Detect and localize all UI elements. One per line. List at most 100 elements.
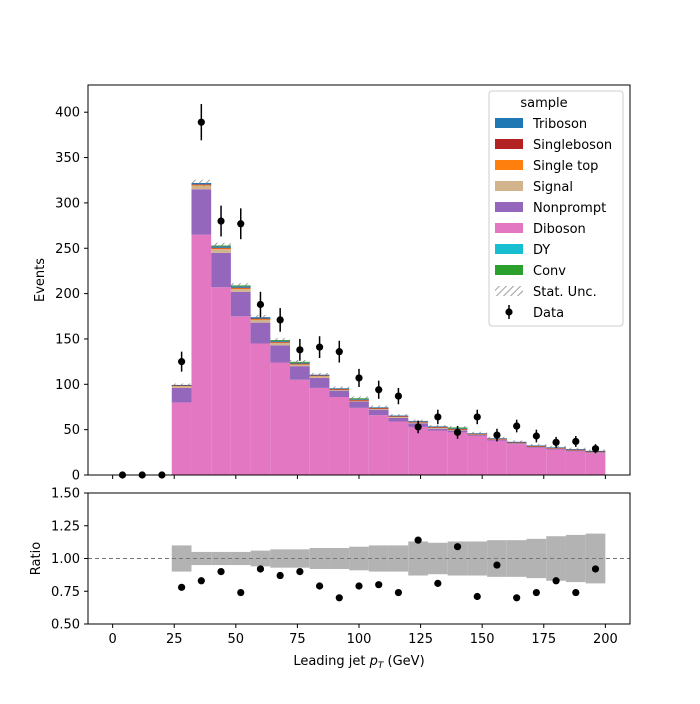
data-point: [276, 316, 284, 324]
data-point: [355, 374, 363, 382]
stack-bar-singleboson: [290, 363, 310, 365]
ratio-unc-band: [467, 541, 488, 576]
ratio-point: [473, 592, 481, 601]
data-point: [315, 343, 324, 351]
stack-bar-diboson: [565, 451, 586, 475]
stack-bar-signal: [290, 364, 310, 367]
stat-unc-hatch: [290, 359, 310, 364]
stack-bar-signal: [250, 319, 271, 323]
data-point: [591, 445, 600, 453]
stack-bar-signal: [368, 408, 389, 410]
data-point: [473, 413, 481, 421]
stack-bar-nonprompt: [388, 417, 409, 422]
stack-bar-signal: [427, 427, 448, 429]
stat-unc-hatch: [388, 414, 409, 417]
legend-swatch-nonprompt: [495, 202, 523, 212]
stat-unc-hatch: [427, 425, 448, 428]
data-point: [375, 386, 383, 394]
x-tick-label: 25: [166, 632, 183, 647]
data-point: [335, 348, 343, 356]
ratio-point: [375, 581, 383, 589]
data-point: [453, 428, 462, 436]
ratio-point: [237, 588, 245, 597]
stack-bar-nonprompt: [546, 448, 566, 450]
data-point: [197, 118, 205, 126]
legend-label-signal: Signal: [533, 180, 573, 195]
ratio-point: [552, 577, 560, 585]
ratio-unc-band: [230, 551, 251, 566]
data-point: [394, 392, 403, 400]
ratio-unc-band: [447, 541, 468, 576]
ratio-point: [591, 565, 600, 573]
stack-bar-nonprompt: [211, 252, 231, 288]
stack-bar-nonprompt: [427, 428, 448, 431]
legend: sample Triboson Singleboson Single top Signa…: [488, 90, 624, 327]
ratio-point: [178, 583, 186, 591]
legend-swatch-single-top: [495, 160, 523, 170]
stack-bar-diboson: [585, 453, 606, 475]
stack-bar-signal: [211, 249, 231, 253]
stat-unc-hatch: [230, 283, 251, 288]
ratio-point: [414, 536, 422, 544]
x-tick-label: 75: [289, 632, 306, 647]
data-point: [434, 413, 442, 421]
stat-unc-hatch: [211, 242, 231, 249]
ratio-point: [532, 588, 540, 597]
stat-unc-hatch: [368, 405, 389, 410]
stack-bar-signal: [270, 342, 291, 346]
data-point: [513, 422, 521, 430]
data-point: [217, 217, 225, 225]
stack-bar-signal: [171, 386, 192, 388]
stack-bar-diboson: [211, 287, 231, 475]
stat-unc-hatch: [467, 431, 488, 435]
stack-bar-singleboson: [270, 341, 291, 343]
ratio-point: [256, 565, 265, 573]
stack-bar-signal: [467, 434, 488, 436]
stack-bar-diboson: [388, 421, 409, 475]
stack-bar-singleboson: [230, 287, 251, 289]
legend-swatch-diboson: [495, 223, 523, 233]
stat-unc-hatch: [526, 444, 547, 447]
stack-bar-diboson: [270, 362, 291, 475]
stack-bar-nonprompt: [290, 366, 310, 380]
stack-bar-diboson: [526, 447, 547, 475]
data-point: [256, 300, 265, 309]
ratio-point: [276, 571, 284, 580]
stack-bar-nonprompt: [230, 291, 251, 317]
x-tick-label: 100: [347, 632, 372, 647]
legend-label-diboson: Diboson: [533, 222, 586, 237]
stat-unc-hatch: [349, 396, 369, 401]
stat-unc-hatch: [171, 383, 192, 387]
legend-swatch-data: [505, 308, 513, 316]
stack-bar-diboson: [506, 444, 527, 475]
stack-bar-nonprompt: [349, 401, 369, 408]
stat-unc-hatch: [309, 372, 330, 377]
ratio-point: [335, 594, 343, 602]
legend-label-nonprompt: Nonprompt: [533, 201, 606, 216]
stack-bar-nonprompt: [309, 377, 330, 388]
ratio-y-tick-label: 1.50: [51, 487, 80, 502]
ratio-y-axis-label: Ratio: [29, 542, 44, 575]
ratio-point: [394, 588, 403, 597]
x-tick-label: 50: [228, 632, 245, 647]
x-tick-label: 0: [108, 632, 116, 647]
y-tick-label: 50: [63, 423, 80, 438]
data-point: [296, 346, 304, 354]
stack-bar-diboson: [467, 436, 488, 475]
x-tick-label: 150: [470, 632, 495, 647]
y-tick-label: 400: [55, 106, 80, 121]
stack-bar-signal: [388, 416, 409, 418]
stack-bar-signal: [309, 376, 330, 378]
legend-swatch-singleboson: [495, 139, 523, 149]
y-tick-label: 100: [55, 378, 80, 393]
ratio-point: [453, 543, 462, 551]
stack-bar-signal: [349, 400, 369, 402]
ratio-point: [572, 588, 580, 597]
ratio-panel: 0.50 0.75 1.00 1.25 1.50 0 25 50 75 100 125 150 175 2…: [29, 487, 631, 671]
stack-bar-nonprompt: [526, 446, 547, 448]
data-point: [237, 220, 245, 228]
ratio-point: [355, 582, 363, 590]
y-tick-label: 300: [55, 196, 80, 211]
